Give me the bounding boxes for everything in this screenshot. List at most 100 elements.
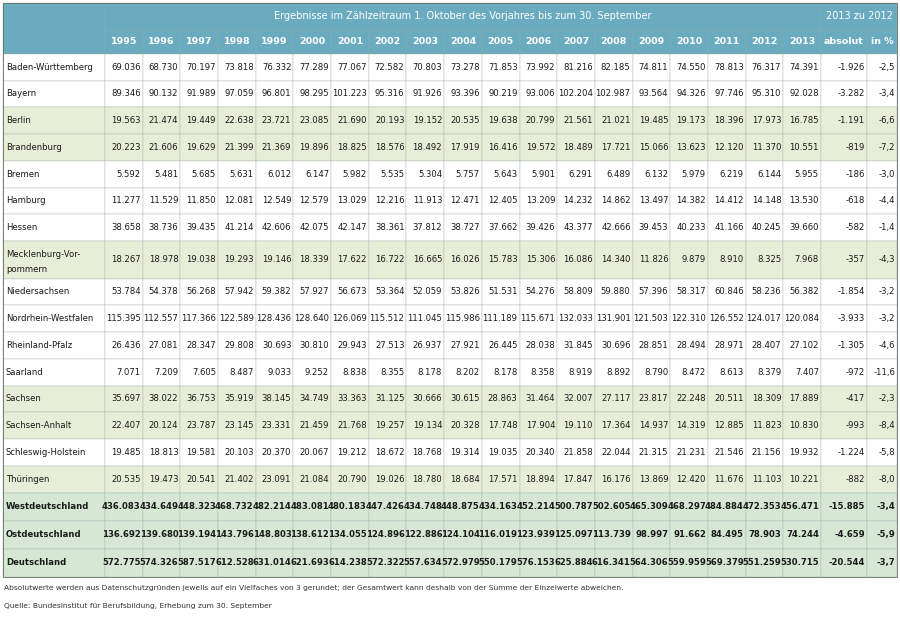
Bar: [821, 386, 867, 412]
Bar: [218, 412, 256, 439]
Bar: [445, 493, 482, 521]
Text: 21.021: 21.021: [601, 116, 631, 125]
Bar: [143, 30, 180, 54]
Text: 90.219: 90.219: [488, 89, 517, 99]
Bar: [519, 305, 557, 332]
Text: 102.204: 102.204: [558, 89, 593, 99]
Text: -4.659: -4.659: [834, 530, 865, 539]
Text: 587.517: 587.517: [177, 559, 216, 567]
Bar: [745, 30, 783, 54]
Bar: [3, 549, 105, 577]
Text: 74.811: 74.811: [639, 63, 669, 72]
Bar: [3, 359, 105, 386]
Bar: [256, 493, 293, 521]
Bar: [482, 386, 519, 412]
Bar: [143, 386, 180, 412]
Text: 95.310: 95.310: [752, 89, 781, 99]
Bar: [557, 332, 595, 359]
Bar: [256, 332, 293, 359]
Text: -4,3: -4,3: [878, 255, 895, 264]
Bar: [180, 241, 218, 278]
Text: Westdeutschland: Westdeutschland: [6, 502, 89, 511]
Text: 9.879: 9.879: [681, 255, 706, 264]
Text: 91.989: 91.989: [186, 89, 216, 99]
Bar: [143, 466, 180, 493]
Bar: [595, 215, 633, 241]
Text: 51.531: 51.531: [488, 288, 517, 296]
Text: 482.214: 482.214: [253, 502, 292, 511]
Text: 26.937: 26.937: [413, 341, 442, 350]
Text: 14.232: 14.232: [563, 197, 593, 205]
Text: -2,3: -2,3: [878, 394, 895, 404]
Bar: [867, 215, 897, 241]
Text: 14.937: 14.937: [639, 421, 669, 430]
Bar: [180, 134, 218, 161]
Bar: [783, 81, 821, 107]
Text: 9.033: 9.033: [267, 368, 292, 377]
Bar: [867, 30, 897, 54]
Bar: [783, 359, 821, 386]
Bar: [745, 386, 783, 412]
Text: 39.453: 39.453: [639, 223, 669, 232]
Text: 468.297: 468.297: [667, 502, 706, 511]
Text: 18.684: 18.684: [450, 475, 480, 484]
Bar: [670, 161, 708, 188]
Text: 1997: 1997: [186, 37, 212, 46]
Bar: [407, 439, 445, 466]
Bar: [331, 215, 369, 241]
Bar: [519, 161, 557, 188]
Text: 8.892: 8.892: [607, 368, 631, 377]
Bar: [180, 439, 218, 466]
Bar: [218, 215, 256, 241]
Text: 2011: 2011: [714, 37, 740, 46]
Bar: [293, 30, 331, 54]
Text: 572.775: 572.775: [103, 559, 140, 567]
Text: 53.826: 53.826: [450, 288, 480, 296]
Bar: [445, 161, 482, 188]
Bar: [867, 359, 897, 386]
Bar: [867, 107, 897, 134]
Bar: [218, 466, 256, 493]
Bar: [519, 439, 557, 466]
Bar: [867, 493, 897, 521]
Bar: [445, 215, 482, 241]
Text: 572.979: 572.979: [441, 559, 480, 567]
Text: 551.259: 551.259: [742, 559, 781, 567]
Text: 134.055: 134.055: [328, 530, 367, 539]
Text: 30.810: 30.810: [300, 341, 329, 350]
Text: -357: -357: [846, 255, 865, 264]
Text: -3.282: -3.282: [838, 89, 865, 99]
Text: Rheinland-Pfalz: Rheinland-Pfalz: [6, 341, 72, 350]
Text: 6.489: 6.489: [607, 170, 631, 179]
Bar: [633, 81, 670, 107]
Bar: [3, 305, 105, 332]
Bar: [180, 161, 218, 188]
Bar: [821, 54, 867, 81]
Bar: [256, 241, 293, 278]
Text: 5.592: 5.592: [117, 170, 140, 179]
Bar: [867, 332, 897, 359]
Bar: [105, 134, 143, 161]
Text: 10.221: 10.221: [789, 475, 819, 484]
Bar: [105, 107, 143, 134]
Text: 95.316: 95.316: [375, 89, 404, 99]
Text: pommern: pommern: [6, 265, 47, 273]
Bar: [105, 305, 143, 332]
Text: 1995: 1995: [111, 37, 137, 46]
Bar: [745, 439, 783, 466]
Text: 20.535: 20.535: [450, 116, 480, 125]
Bar: [595, 30, 633, 54]
Bar: [670, 332, 708, 359]
Bar: [482, 521, 519, 549]
Bar: [867, 54, 897, 81]
Bar: [633, 332, 670, 359]
Bar: [3, 332, 105, 359]
Bar: [783, 332, 821, 359]
Text: 20.124: 20.124: [148, 421, 178, 430]
Text: Sachsen-Anhalt: Sachsen-Anhalt: [6, 421, 72, 430]
Bar: [482, 412, 519, 439]
Text: Bremen: Bremen: [6, 170, 40, 179]
Text: 81.216: 81.216: [563, 63, 593, 72]
Bar: [557, 493, 595, 521]
Bar: [105, 439, 143, 466]
